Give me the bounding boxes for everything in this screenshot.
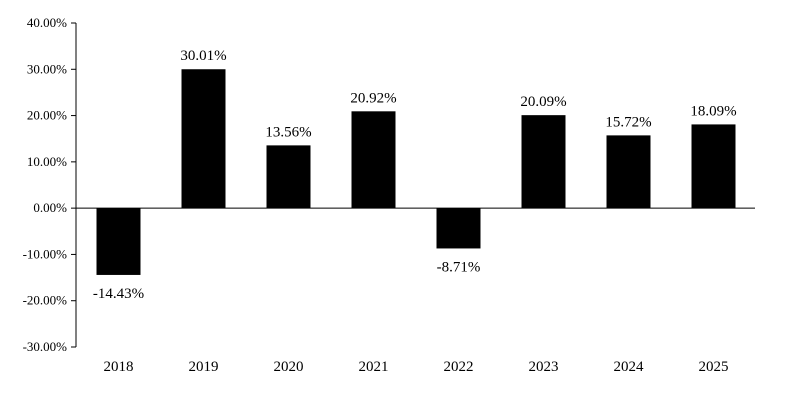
y-tick-label: 10.00% (27, 154, 67, 169)
bar-2018 (96, 208, 141, 275)
bar-2024 (606, 135, 651, 209)
y-tick-label: 0.00% (33, 200, 67, 215)
bar-2021 (351, 111, 396, 209)
data-labels: -14.43% 30.01% 13.56% 20.92% -8.71% 20.09% 15.… (93, 48, 737, 302)
y-tick-label: 40.00% (27, 15, 67, 30)
x-tick-label: 2018 (104, 359, 134, 375)
bar-2022 (436, 208, 481, 249)
data-label-2019: 30.01% (180, 48, 226, 64)
bar-2025 (691, 124, 736, 209)
x-axis-tick-labels: 2018 2019 2020 2021 2022 2023 2024 2025 (104, 359, 729, 375)
data-label-2021: 20.92% (350, 90, 396, 106)
x-tick-label: 2020 (274, 359, 304, 375)
data-label-2020: 13.56% (265, 124, 311, 140)
data-label-2025: 18.09% (690, 103, 736, 119)
y-tick-label: -30.00% (23, 339, 68, 354)
bar-2023 (521, 115, 566, 209)
y-tick-label: 20.00% (27, 108, 67, 123)
y-tick-label: -10.00% (23, 246, 68, 261)
data-label-2018: -14.43% (93, 286, 144, 302)
data-label-2024: 15.72% (605, 114, 651, 130)
x-tick-label: 2025 (699, 359, 729, 375)
data-label-2023: 20.09% (520, 94, 566, 110)
x-tick-label: 2019 (189, 359, 219, 375)
data-label-2022: -8.71% (437, 259, 481, 275)
y-tick-label: 30.00% (27, 61, 67, 76)
x-tick-label: 2022 (444, 359, 474, 375)
bars (96, 69, 736, 275)
y-tick-label: -20.00% (23, 293, 68, 308)
y-axis-ticks: 40.00% 30.00% 20.00% 10.00% 0.00% -10.00% -20.… (23, 15, 76, 354)
x-tick-label: 2023 (529, 359, 559, 375)
x-tick-label: 2021 (359, 359, 389, 375)
bar-2020 (266, 145, 311, 209)
bar-2019 (181, 69, 226, 209)
x-tick-label: 2024 (614, 359, 645, 375)
